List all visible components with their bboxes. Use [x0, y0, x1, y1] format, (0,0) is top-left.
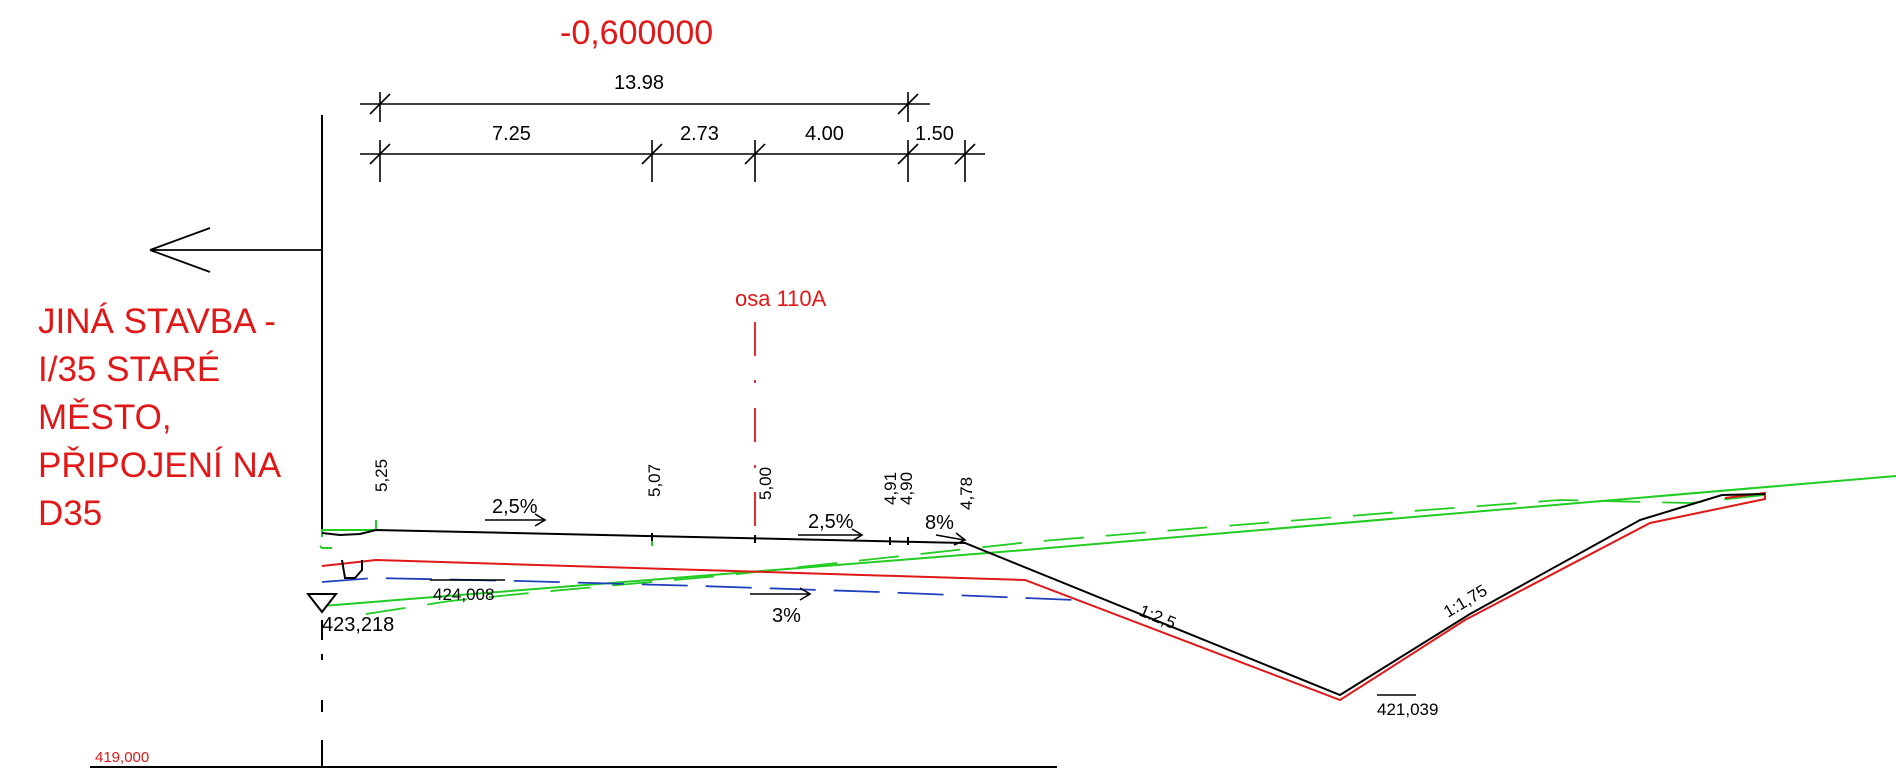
dimension-seg-2: 2.73: [680, 123, 719, 145]
other-construction-note: JINÁ STAVBA - I/35 STARÉ MĚSTO, PŘIPOJEN…: [38, 298, 338, 538]
dimension-seg-1: 7.25: [492, 123, 531, 145]
left-arrow-icon: [149, 227, 322, 273]
slope-label-left: 2,5%: [492, 496, 538, 518]
offset-label: 5,00: [756, 467, 775, 500]
elevation-left-edge: 423,218: [322, 614, 394, 636]
note-line: PŘIPOJENÍ NA: [38, 446, 282, 485]
note-line: I/35 STARÉ: [38, 350, 221, 389]
slope-arrows: [485, 513, 967, 601]
offset-label: 4,91: [881, 472, 900, 505]
offset-label: 5,07: [645, 464, 664, 497]
note-line: D35: [38, 494, 103, 533]
elevation-datum: 419,000: [95, 749, 149, 766]
elevation-marker-icon: [305, 593, 339, 614]
slope-label-right: 2,5%: [808, 511, 854, 533]
dimension-seg-3: 4.00: [805, 123, 844, 145]
dimension-lines: [360, 92, 985, 182]
design-surface-black: [321, 493, 1766, 697]
offset-label: 4,90: [897, 472, 916, 505]
header-value: -0,600000: [560, 14, 713, 52]
offset-label: 5,25: [372, 459, 391, 492]
note-line: JINÁ STAVBA -: [38, 302, 276, 341]
note-line: MĚSTO,: [38, 398, 172, 437]
side-slope-fill-label: 1:2,5: [1137, 601, 1179, 633]
dimension-seg-4: 1.50: [915, 123, 954, 145]
terrain-green: [319, 475, 1896, 615]
slope-label-shoulder: 8%: [925, 512, 954, 534]
axis-110a-label: osa 110A: [735, 286, 827, 311]
slope-label-subgrade: 3%: [772, 605, 801, 627]
elevation-ditch-bottom: 421,039: [1377, 700, 1438, 719]
elevation-subgrade: 424,008: [433, 585, 494, 604]
dimension-total: 13.98: [614, 72, 664, 94]
side-slope-cut-label: 1:1,75: [1440, 581, 1490, 622]
offset-label: 4,78: [957, 477, 976, 510]
subgrade-blue: [321, 577, 1076, 601]
